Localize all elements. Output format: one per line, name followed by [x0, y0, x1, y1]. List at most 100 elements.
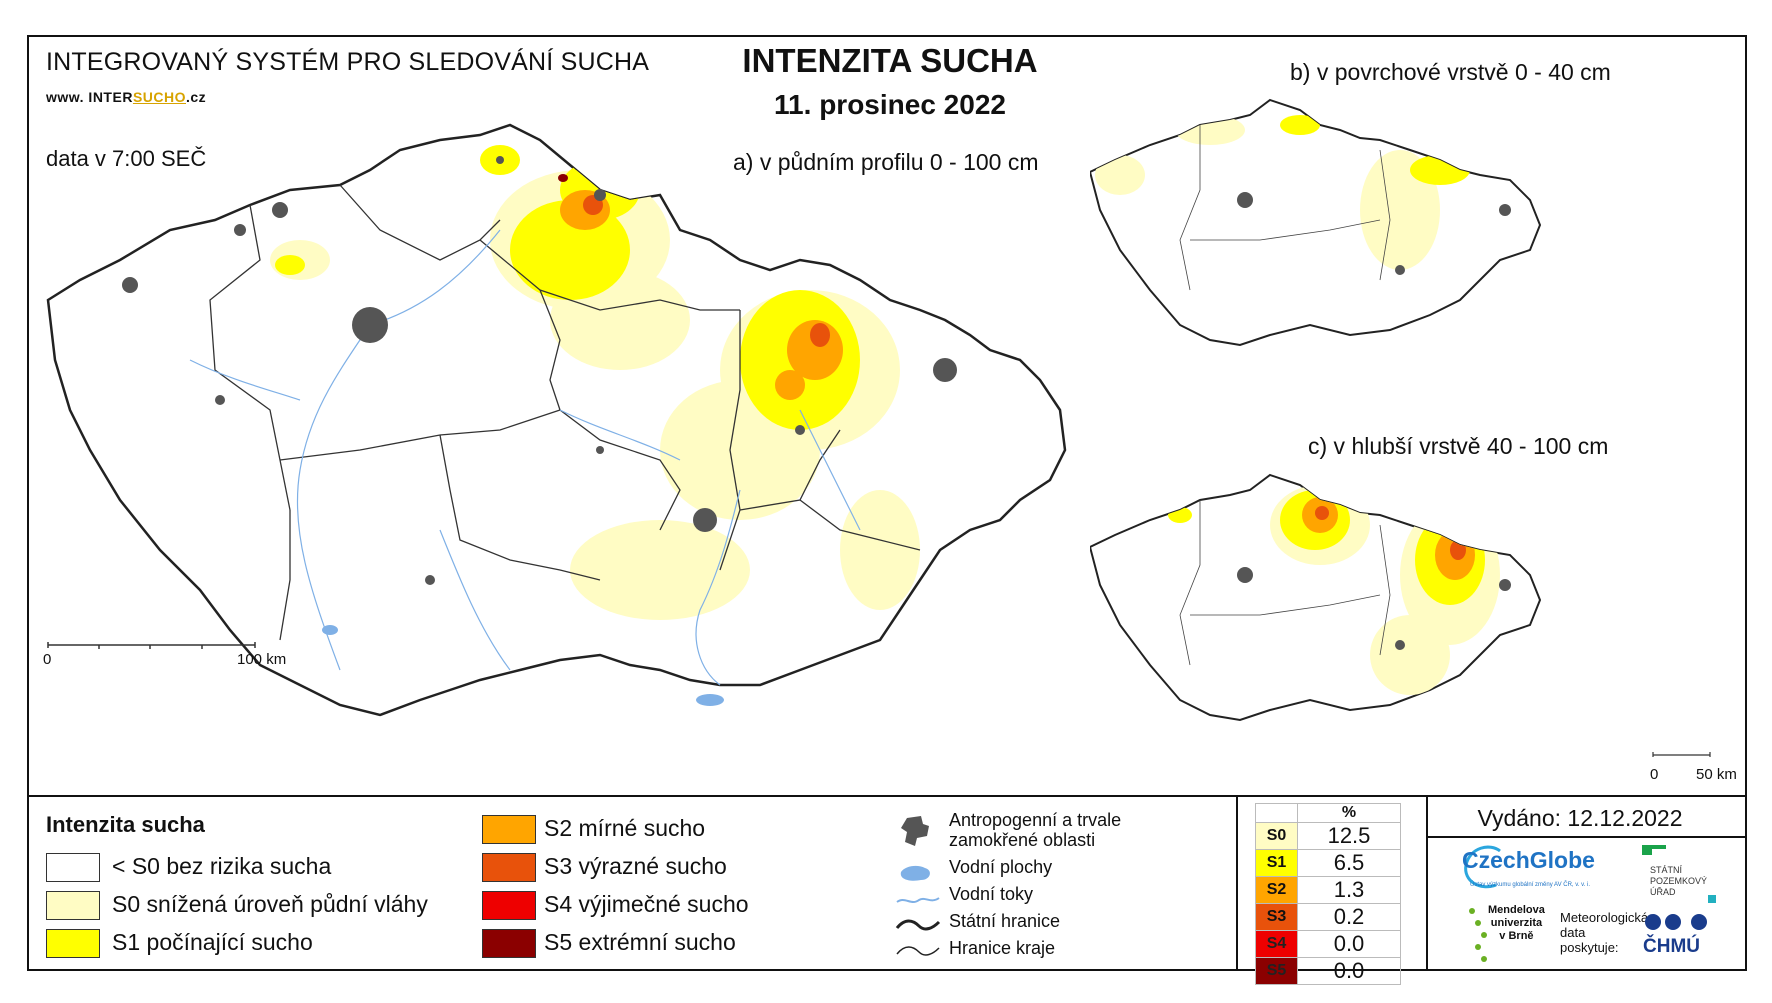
small-scale-zero: 0 [1650, 766, 1659, 783]
spu-line-3: ÚŘAD [1650, 887, 1676, 897]
swatch-none [46, 853, 100, 882]
issued-divider [1426, 836, 1747, 838]
data-time: data v 7:00 SEČ [46, 146, 207, 171]
stats-header-row: % [1255, 803, 1401, 823]
stats-class-s0: S0 [1255, 822, 1298, 850]
deep-urban-areas [1237, 567, 1511, 650]
mendel-line-1: Mendelova [1488, 904, 1545, 916]
swatch-s1 [46, 929, 100, 958]
mendel-line-3: v Brně [1499, 930, 1534, 942]
url-prefix: www. INTER [46, 89, 133, 105]
stats-value-s1: 6.5 [1297, 849, 1401, 877]
symbol-label-urban-1: Antropogenní a trvale [949, 810, 1122, 830]
mendel-logo-icon [1469, 908, 1487, 962]
legend-label-none: < S0 bez rizika sucha [112, 853, 332, 879]
stats-class-s4: S4 [1255, 930, 1298, 958]
mendel-logo-text: Mendelova univerzita v Brně [1488, 904, 1545, 943]
met-line-3: poskytuje: [1560, 940, 1619, 955]
main-scale-zero: 0 [43, 651, 52, 668]
legend-label-s5: S5 extrémní sucho [544, 929, 736, 955]
chmu-logo: ČHMÚ [1643, 936, 1700, 957]
deep-region-borders [1179, 500, 1391, 666]
legend-label-s2: S2 mírné sucho [544, 815, 706, 841]
url-highlight: SUCHO [132, 89, 186, 105]
state-border-icon [895, 919, 941, 931]
stats-class-s1: S1 [1255, 849, 1298, 877]
symbol-label-water: Vodní plochy [949, 857, 1053, 877]
stats-class-s3: S3 [1255, 903, 1298, 931]
stats-header-percent: % [1297, 803, 1401, 823]
symbol-label-region-border: Hranice kraje [949, 938, 1056, 958]
region-borders [209, 184, 921, 641]
stats-value-s4: 0.0 [1297, 930, 1401, 958]
spu-line-2: POZEMKOVÝ [1650, 876, 1708, 886]
stats-row-s1: S1 6.5 [1255, 849, 1401, 877]
met-line-2: data [1560, 925, 1586, 940]
surface-state-outline [1090, 98, 1542, 347]
legend-label-s1: S1 počínající sucho [112, 929, 313, 955]
deep-drought-map [1090, 473, 1711, 757]
main-drought-map [46, 123, 1067, 717]
swatch-s3 [482, 853, 536, 882]
spu-logo-icon [1642, 845, 1716, 903]
system-title: INTEGROVANÝ SYSTÉM PRO SLEDOVÁNÍ SUCHA [46, 48, 650, 76]
legend-separator-1 [1236, 795, 1238, 971]
swatch-s2 [482, 815, 536, 844]
stats-class-s2: S2 [1255, 876, 1298, 904]
stats-class-s5: S5 [1255, 957, 1298, 985]
drought-zones [270, 145, 920, 620]
main-scale-end: 100 km [237, 651, 287, 668]
stats-value-s2: 1.3 [1297, 876, 1401, 904]
stats-value-s0: 12.5 [1297, 822, 1401, 850]
water-body-icon [900, 865, 930, 881]
swatch-s5 [482, 929, 536, 958]
surface-drought-zones [1095, 115, 1470, 270]
mendel-line-2: univerzita [1490, 917, 1543, 929]
symbol-icons [895, 816, 941, 956]
legend-divider [27, 795, 1747, 797]
surface-urban-areas [1237, 192, 1511, 275]
surface-drought-map [1090, 98, 1542, 347]
drought-stats-table: % S0 12.5 S1 6.5 S2 1.3 S3 0.2 S4 0.0 S5… [1255, 803, 1401, 985]
symbol-label-urban-2: zamokřené oblasti [949, 830, 1096, 850]
legend-label-s0: S0 snížená úroveň půdní vláhy [112, 891, 428, 917]
czechglobe-logo-icon [1464, 845, 1501, 889]
swatch-s0 [46, 891, 100, 920]
met-data-text: Meteorologická data poskytuje: [1560, 910, 1648, 955]
main-scale-bar [47, 642, 256, 649]
stats-value-s5: 0.0 [1297, 957, 1401, 985]
small-scale-end: 50 km [1696, 766, 1737, 783]
surface-map-label: b) v povrchové vrstvě 0 - 40 cm [1290, 59, 1611, 85]
stats-header-class [1255, 803, 1298, 823]
stats-row-s5: S5 0.0 [1255, 957, 1401, 985]
map-date: 11. prosinec 2022 [774, 89, 1006, 120]
legend-label-s3: S3 výrazné sucho [544, 853, 727, 879]
swatch-s4 [482, 891, 536, 920]
czechglobe-logo: CzechGlobe [1462, 847, 1595, 873]
met-line-1: Meteorologická [1560, 910, 1649, 925]
stats-row-s4: S4 0.0 [1255, 930, 1401, 958]
legend-title: Intenzita sucha [46, 812, 205, 837]
spu-logo-text: STÁTNÍ POZEMKOVÝ ÚŘAD [1650, 865, 1707, 898]
page-title: INTENZITA SUCHA [742, 42, 1038, 79]
symbol-label-state-border: Státní hranice [949, 911, 1061, 931]
spu-line-1: STÁTNÍ [1650, 865, 1683, 875]
issued-date: Vydáno: 12.12.2022 [1477, 805, 1683, 831]
stats-row-s3: S3 0.2 [1255, 903, 1401, 931]
czechglobe-subtitle: Ústav výzkumu globální změny AV ČR, v. v… [1470, 882, 1591, 888]
region-border-icon [896, 946, 940, 956]
urban-area-icon [901, 816, 929, 846]
deep-map-label: c) v hlubší vrstvě 40 - 100 cm [1308, 433, 1609, 459]
url-suffix: .cz [186, 89, 207, 105]
legend-separator-2 [1426, 795, 1428, 971]
chmu-logo-icon [1645, 914, 1707, 930]
stats-value-s3: 0.2 [1297, 903, 1401, 931]
stats-row-s0: S0 12.5 [1255, 822, 1401, 850]
symbol-label-rivers: Vodní toky [949, 884, 1034, 904]
surface-region-borders [1179, 125, 1391, 291]
urban-areas [122, 156, 957, 585]
legend-label-s4: S4 výjimečné sucho [544, 891, 749, 917]
website-link[interactable]: www. INTERSUCHO.cz [46, 89, 206, 105]
stats-row-s2: S2 1.3 [1255, 876, 1401, 904]
water-bodies [322, 625, 724, 706]
